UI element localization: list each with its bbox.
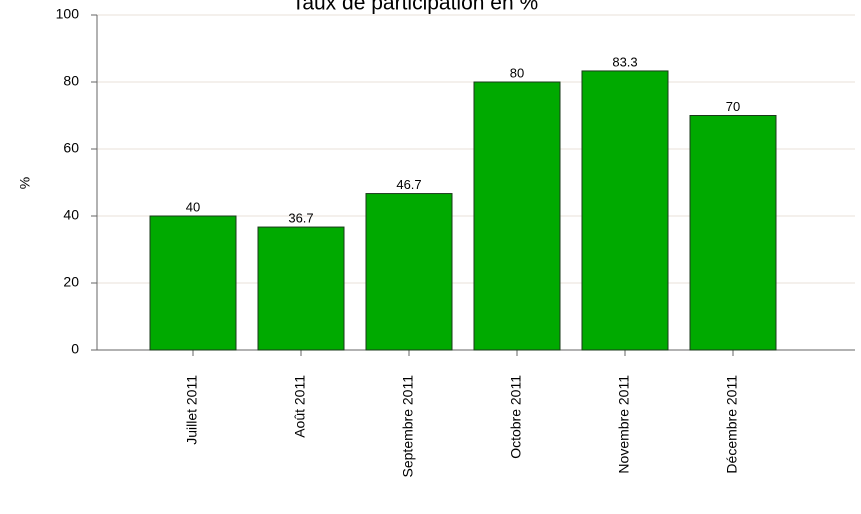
bar [365,193,453,351]
y-tick-label: 100 [56,6,80,22]
bar [689,115,777,351]
y-tick-label: 20 [63,274,79,290]
value-label: 36.7 [288,210,313,225]
value-label: 40 [186,199,200,214]
y-tick-label: 40 [63,207,79,223]
x-tick-label: Décembre 2011 [724,375,740,474]
value-label: 46.7 [396,177,421,192]
x-tick-label: Août 2011 [292,375,308,438]
value-label: 80 [510,65,524,80]
bar [257,226,345,351]
y-axis-label: % [17,177,33,189]
value-label: 83.3 [612,54,637,69]
x-tick-label: Novembre 2011 [616,375,632,474]
y-tick-label: 60 [63,140,79,156]
bar [473,81,561,351]
y-tick-label: 0 [71,341,79,357]
y-tick-label: 80 [63,73,79,89]
chart-title: Taux de participation en % [292,0,538,15]
value-label: 70 [726,99,740,114]
x-tick-label: Septembre 2011 [400,375,416,478]
x-tick-label: Juillet 2011 [184,375,200,445]
bar [149,215,237,351]
bar [581,70,669,351]
x-tick-label: Octobre 2011 [508,375,524,459]
